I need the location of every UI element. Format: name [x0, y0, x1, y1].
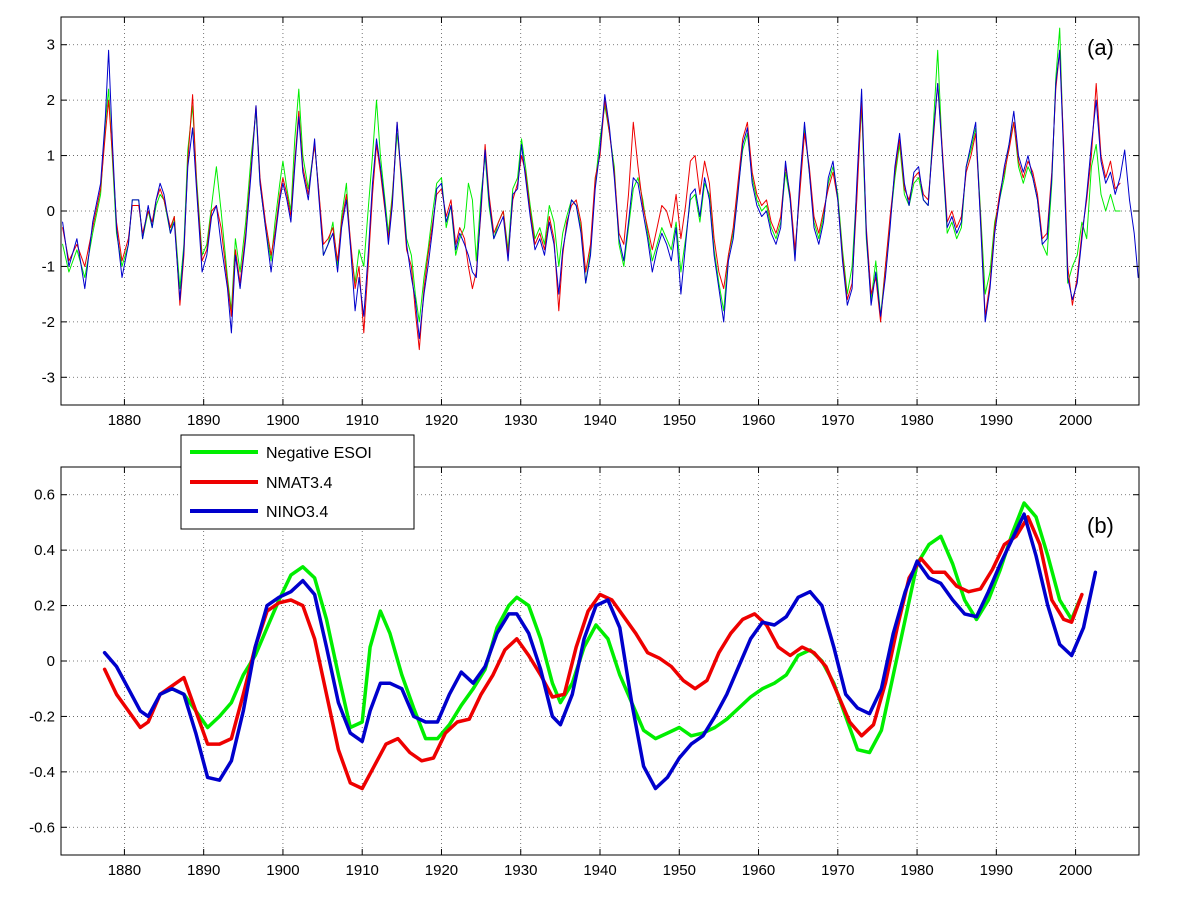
x-tick-label: 1880: [108, 412, 141, 429]
x-tick-label: 1910: [346, 862, 379, 879]
x-tick-label: 1880: [108, 862, 141, 879]
panel-label-a: (a): [1087, 35, 1114, 60]
x-tick-label: 1950: [663, 412, 696, 429]
x-tick-label: 1930: [504, 412, 537, 429]
y-tick-label: 0: [47, 203, 55, 220]
x-tick-label: 1910: [346, 412, 379, 429]
panel-a: 1880 1890 1900 1910 1920 1930 1940 1950 1960 1970…: [42, 16, 1140, 429]
legend-label-nmat34: NMAT3.4: [266, 475, 332, 492]
x-tick-label: 1980: [900, 862, 933, 879]
y-tick-label: -0.2: [29, 708, 55, 725]
x-tick-label: 2000: [1059, 412, 1092, 429]
y-tick-label: 0.4: [34, 542, 55, 559]
legend: Negative ESOI NMAT3.4 NINO3.4: [180, 434, 415, 530]
y-tick-label: 0: [47, 653, 55, 670]
x-tick-label: 1960: [742, 412, 775, 429]
y-tick-label: 1: [47, 148, 55, 165]
x-tick-label: 1960: [742, 862, 775, 879]
x-tick-label: 1940: [583, 412, 616, 429]
x-tick-label: 1980: [900, 412, 933, 429]
legend-label-nino34: NINO3.4: [266, 504, 328, 521]
series-group-a: [62, 27, 1139, 351]
y-tick-label: -3: [42, 369, 55, 386]
x-tick-label: 1920: [425, 862, 458, 879]
x-tick-label: 1920: [425, 412, 458, 429]
x-tick-label: 1890: [187, 862, 220, 879]
x-tick-label: 1930: [504, 862, 537, 879]
x-tick-label: 1950: [663, 862, 696, 879]
panel-b: 1880 1890 1900 1910 1920 1930 1940 1950 1960 1970…: [29, 466, 1140, 879]
series-line-a-series-2: [62, 49, 1139, 339]
y-tick-label: -0.4: [29, 764, 55, 781]
x-tick-label: 1990: [980, 412, 1013, 429]
x-tick-label: 1970: [821, 862, 854, 879]
series-line-b-negative-esoi: [158, 501, 1082, 755]
series-line-b-nino3-4: [102, 512, 1098, 791]
y-tick-label: -0.6: [29, 819, 55, 836]
x-tick-label: 1940: [583, 862, 616, 879]
y-tick-label: -2: [42, 314, 55, 331]
legend-label-negative-esoi: Negative ESOI: [266, 445, 372, 462]
x-tick-label: 1990: [980, 862, 1013, 879]
panel-label-b: (b): [1087, 513, 1114, 538]
x-tick-label: 1900: [266, 412, 299, 429]
x-tick-label: 1970: [821, 412, 854, 429]
series-group-b: [102, 501, 1098, 791]
y-tick-label: -1: [42, 258, 55, 275]
x-tick-label: 1900: [266, 862, 299, 879]
x-tick-label: 1890: [187, 412, 220, 429]
y-tick-label: 3: [47, 37, 55, 54]
y-tick-label: 0.6: [34, 487, 55, 504]
x-tick-label: 2000: [1059, 862, 1092, 879]
y-tick-label: 0.2: [34, 598, 55, 615]
y-tick-label: 2: [47, 92, 55, 109]
